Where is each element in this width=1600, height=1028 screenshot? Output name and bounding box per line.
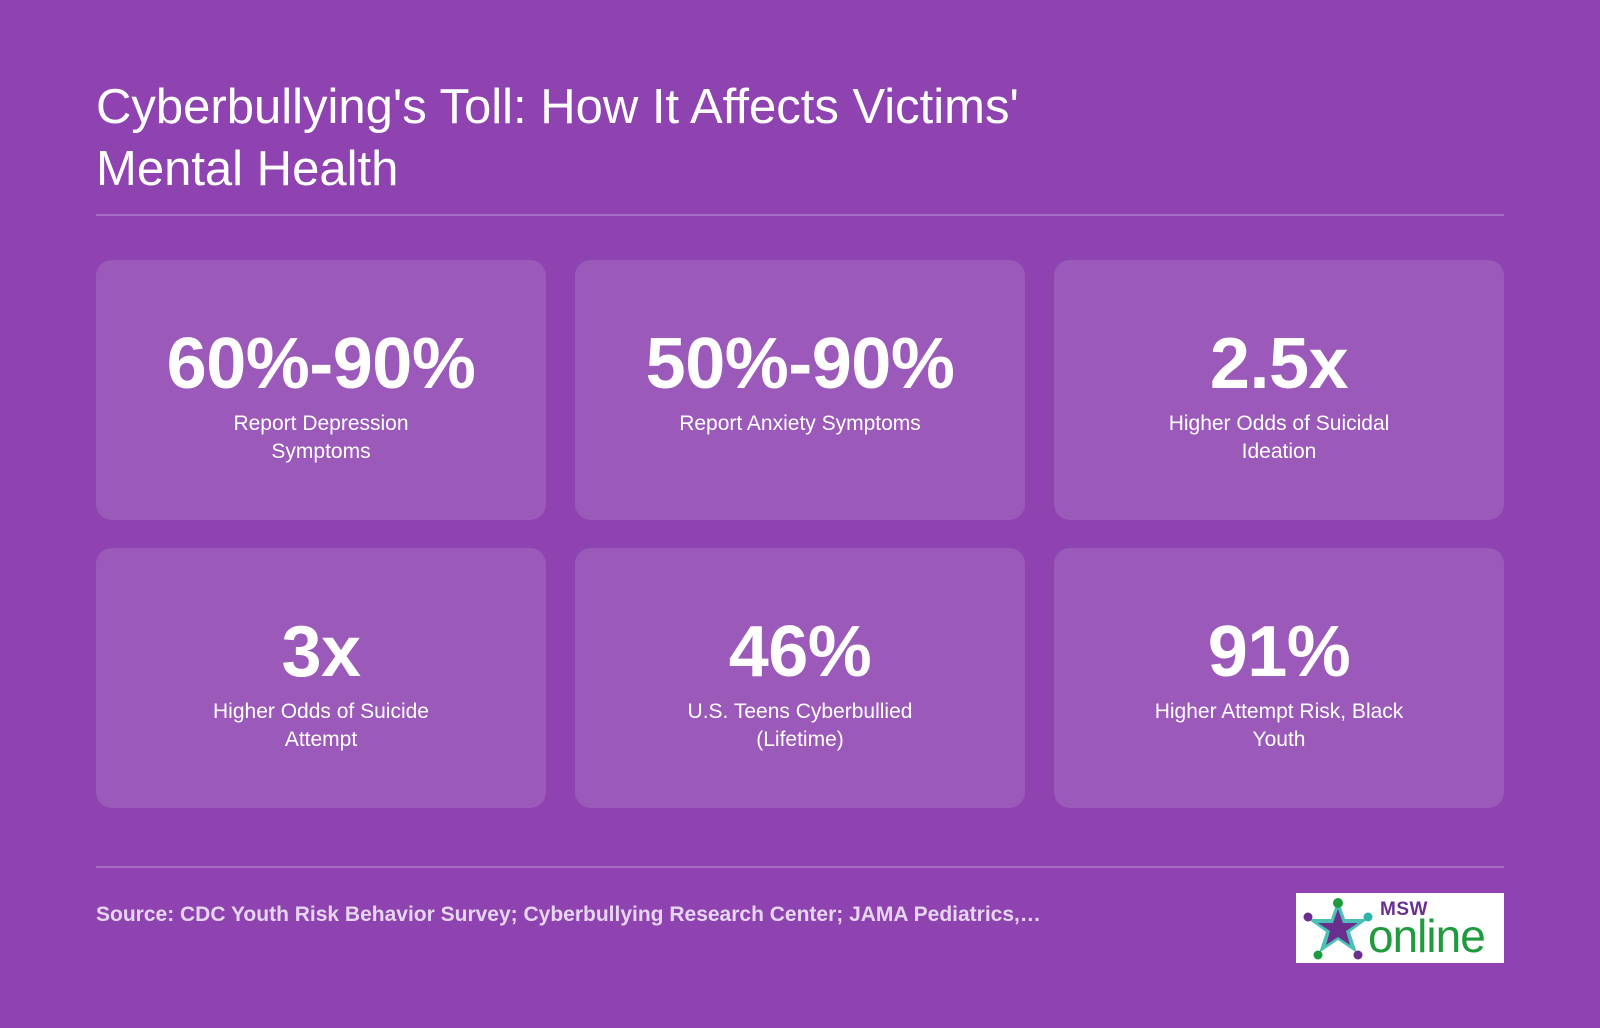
- footer-divider: [96, 866, 1504, 868]
- stat-label: Report Depression Symptoms: [233, 412, 409, 463]
- logo-online-text: online: [1368, 910, 1486, 962]
- source-note: Source: CDC Youth Risk Behavior Survey; …: [96, 903, 1041, 926]
- stat-card-suicidal-ideation: 2.5x Higher Odds of Suicidal Ideation: [1054, 260, 1504, 520]
- stat-card-suicide-attempt: 3x Higher Odds of Suicide Attempt: [96, 548, 546, 808]
- stat-value: 2.5x: [1209, 324, 1349, 404]
- stat-label: Higher Attempt Risk, Black Youth: [1154, 700, 1404, 751]
- stat-value: 3x: [281, 612, 361, 692]
- title-divider: [96, 214, 1504, 216]
- stat-label: Report Anxiety Symptoms: [679, 412, 921, 435]
- page-title: Cyberbullying's Toll: How It Affects Vic…: [96, 80, 1019, 196]
- stat-label: U.S. Teens Cyberbullied (Lifetime): [687, 700, 913, 751]
- star-people-logo-icon: [1303, 898, 1373, 960]
- logo-msw-text: MSW: [1380, 899, 1428, 920]
- stat-card-black-youth-risk: 91% Higher Attempt Risk, Black Youth: [1054, 548, 1504, 808]
- stat-value: 91%: [1207, 612, 1351, 692]
- msw-online-logo[interactable]: MSW online: [1296, 893, 1504, 963]
- stat-value: 46%: [728, 612, 872, 692]
- stat-label: Higher Odds of Suicidal Ideation: [1168, 412, 1390, 463]
- stat-label: Higher Odds of Suicide Attempt: [213, 700, 429, 751]
- stat-card-teens-cyberbullied: 46% U.S. Teens Cyberbullied (Lifetime): [575, 548, 1025, 808]
- stat-value: 60%-90%: [166, 324, 476, 404]
- stat-card-anxiety: 50%-90% Report Anxiety Symptoms: [575, 260, 1025, 520]
- stat-card-depression: 60%-90% Report Depression Symptoms: [96, 260, 546, 520]
- stat-value: 50%-90%: [645, 324, 955, 404]
- stat-grid: 60%-90% Report Depression Symptoms 50%-9…: [96, 260, 1504, 808]
